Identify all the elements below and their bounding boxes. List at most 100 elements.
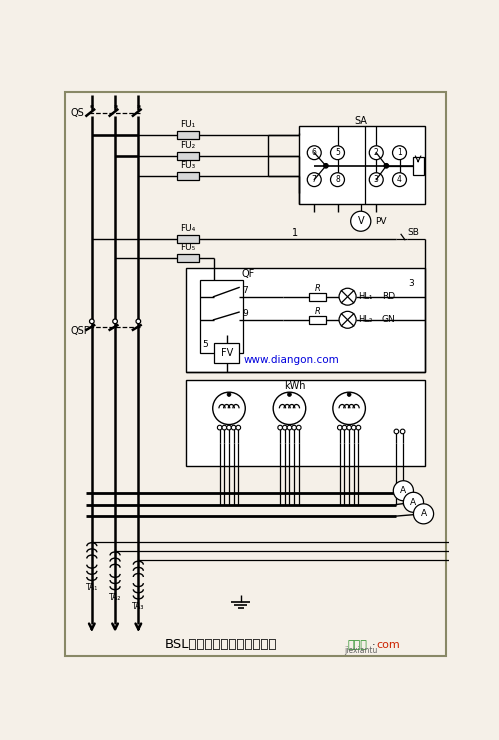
Circle shape bbox=[287, 425, 292, 430]
Bar bbox=[214, 343, 239, 363]
Circle shape bbox=[227, 425, 232, 430]
Circle shape bbox=[278, 425, 282, 430]
Text: 7: 7 bbox=[242, 286, 248, 295]
Circle shape bbox=[337, 425, 342, 430]
Text: TA₁: TA₁ bbox=[86, 583, 98, 592]
Text: FU₂: FU₂ bbox=[180, 141, 196, 149]
Bar bbox=[413, 157, 424, 175]
Circle shape bbox=[394, 429, 399, 434]
Bar bbox=[177, 152, 199, 160]
Text: FU₄: FU₄ bbox=[180, 223, 196, 232]
Text: 6: 6 bbox=[312, 148, 317, 157]
Circle shape bbox=[222, 425, 227, 430]
Circle shape bbox=[307, 172, 321, 186]
Text: TA₂: TA₂ bbox=[109, 593, 121, 602]
Text: PV: PV bbox=[375, 217, 386, 226]
Bar bbox=[299, 126, 425, 204]
Text: SB: SB bbox=[407, 228, 419, 238]
Bar bbox=[177, 235, 199, 243]
Bar bbox=[186, 268, 425, 372]
Circle shape bbox=[393, 481, 414, 501]
Circle shape bbox=[384, 164, 389, 168]
Circle shape bbox=[296, 425, 301, 430]
Text: .: . bbox=[372, 636, 375, 647]
Circle shape bbox=[351, 211, 371, 231]
Circle shape bbox=[351, 425, 356, 430]
Text: A: A bbox=[400, 486, 407, 495]
Text: RD: RD bbox=[382, 292, 395, 301]
Circle shape bbox=[330, 172, 344, 186]
Text: A: A bbox=[410, 498, 417, 507]
Text: FU₃: FU₃ bbox=[180, 161, 196, 169]
Text: R: R bbox=[314, 283, 320, 293]
Text: 1: 1 bbox=[397, 148, 402, 157]
Circle shape bbox=[218, 425, 222, 430]
Circle shape bbox=[400, 429, 405, 434]
Text: TA₃: TA₃ bbox=[132, 602, 145, 610]
Text: www.diangon.com: www.diangon.com bbox=[243, 355, 339, 365]
Circle shape bbox=[307, 146, 321, 160]
Text: SA: SA bbox=[354, 116, 367, 126]
Text: 3: 3 bbox=[408, 279, 414, 288]
Text: 2: 2 bbox=[374, 148, 379, 157]
Text: 5: 5 bbox=[202, 340, 208, 349]
Circle shape bbox=[213, 392, 246, 425]
Text: FV: FV bbox=[221, 348, 233, 358]
Text: QF: QF bbox=[242, 269, 255, 280]
Text: V: V bbox=[357, 216, 364, 226]
Bar bbox=[200, 280, 243, 353]
Text: HL₁: HL₁ bbox=[358, 292, 373, 301]
Circle shape bbox=[330, 146, 344, 160]
Bar bbox=[309, 316, 326, 323]
Circle shape bbox=[287, 392, 291, 397]
Circle shape bbox=[227, 392, 231, 397]
Circle shape bbox=[347, 392, 351, 397]
Circle shape bbox=[369, 146, 383, 160]
Text: A: A bbox=[421, 509, 427, 518]
Text: 1: 1 bbox=[292, 228, 298, 238]
Text: kWh: kWh bbox=[284, 381, 305, 391]
Circle shape bbox=[393, 146, 407, 160]
Bar bbox=[177, 172, 199, 180]
Circle shape bbox=[323, 164, 328, 168]
Text: BSL型低压配电屏接线原理图: BSL型低压配电屏接线原理图 bbox=[165, 638, 277, 651]
Text: QS: QS bbox=[70, 109, 84, 118]
Circle shape bbox=[339, 288, 356, 305]
Bar bbox=[177, 255, 199, 262]
Text: QSF: QSF bbox=[70, 326, 89, 337]
Circle shape bbox=[232, 425, 236, 430]
Text: 3: 3 bbox=[374, 175, 379, 184]
Circle shape bbox=[347, 425, 351, 430]
Circle shape bbox=[414, 504, 434, 524]
Text: HL₂: HL₂ bbox=[358, 315, 373, 324]
Text: jiexiantu: jiexiantu bbox=[344, 647, 377, 656]
Circle shape bbox=[273, 392, 306, 425]
Text: 8: 8 bbox=[335, 175, 340, 184]
Text: FU₁: FU₁ bbox=[180, 120, 196, 129]
Bar bbox=[177, 131, 199, 139]
Text: FU₅: FU₅ bbox=[180, 243, 196, 252]
Text: 4: 4 bbox=[397, 175, 402, 184]
Circle shape bbox=[136, 319, 141, 323]
Text: GN: GN bbox=[382, 315, 395, 324]
Circle shape bbox=[282, 425, 287, 430]
Circle shape bbox=[403, 492, 424, 512]
Circle shape bbox=[113, 319, 117, 323]
Circle shape bbox=[393, 172, 407, 186]
Text: com: com bbox=[376, 640, 400, 650]
Text: 5: 5 bbox=[335, 148, 340, 157]
Bar bbox=[309, 293, 326, 300]
Text: R: R bbox=[314, 307, 320, 316]
Bar bbox=[186, 380, 425, 466]
Text: 7: 7 bbox=[312, 175, 317, 184]
Circle shape bbox=[292, 425, 296, 430]
Circle shape bbox=[342, 425, 347, 430]
Circle shape bbox=[236, 425, 241, 430]
Circle shape bbox=[369, 172, 383, 186]
Text: 9: 9 bbox=[242, 309, 248, 318]
Circle shape bbox=[356, 425, 361, 430]
Circle shape bbox=[89, 319, 94, 323]
Circle shape bbox=[339, 312, 356, 329]
Text: 接线图: 接线图 bbox=[348, 640, 367, 650]
Circle shape bbox=[333, 392, 365, 425]
